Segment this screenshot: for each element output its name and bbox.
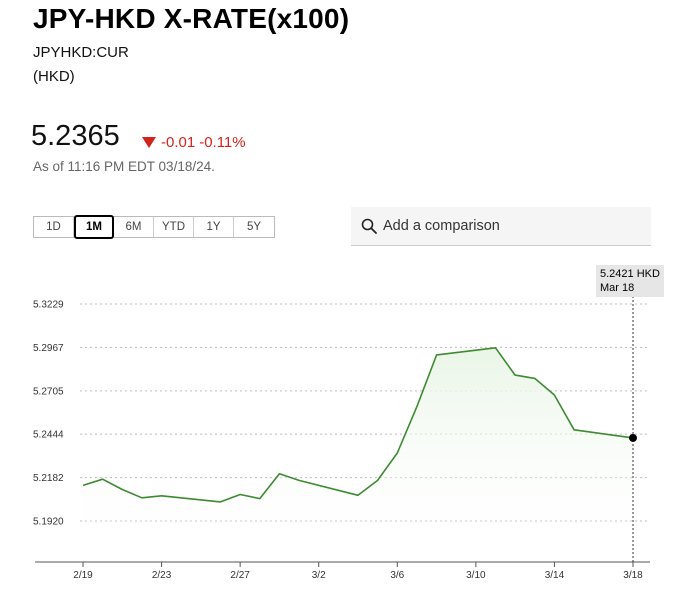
x-tick-label: 2/19 bbox=[73, 570, 93, 581]
search-icon bbox=[361, 218, 377, 234]
y-tick-label: 5.2444 bbox=[33, 430, 64, 441]
range-tab-1d[interactable]: 1D bbox=[34, 217, 74, 237]
x-tick-label: 3/6 bbox=[390, 570, 404, 581]
x-tick-label: 3/14 bbox=[545, 570, 565, 581]
y-tick-label: 5.2182 bbox=[33, 473, 64, 484]
currency-label: (HKD) bbox=[33, 68, 75, 85]
comparison-placeholder: Add a comparison bbox=[383, 218, 500, 234]
area-fill bbox=[83, 347, 633, 562]
down-arrow-icon bbox=[142, 137, 156, 148]
series-line bbox=[82, 347, 634, 503]
as-of-timestamp: As of 11:16 PM EDT 03/18/24. bbox=[33, 159, 215, 174]
last-price: 5.2365 bbox=[31, 120, 120, 152]
x-tick-label: 2/27 bbox=[230, 570, 250, 581]
range-tab-1y[interactable]: 1Y bbox=[194, 217, 234, 237]
y-tick-label: 5.3229 bbox=[33, 300, 64, 311]
hover-tooltip: 5.2421 HKD Mar 18 bbox=[596, 265, 664, 297]
price-change: -0.01 -0.11% bbox=[142, 134, 246, 151]
hover-point bbox=[629, 433, 637, 442]
x-tick-label: 3/2 bbox=[312, 570, 326, 581]
ticker-symbol: JPYHKD:CUR bbox=[33, 44, 129, 61]
range-tab-ytd[interactable]: YTD bbox=[154, 217, 194, 237]
y-tick-label: 5.1920 bbox=[33, 517, 64, 528]
range-tab-1m[interactable]: 1M bbox=[74, 215, 114, 239]
y-tick-label: 5.2705 bbox=[33, 386, 64, 397]
tooltip-value: 5.2421 HKD bbox=[600, 268, 660, 280]
x-tick-label: 3/18 bbox=[623, 570, 643, 581]
tooltip-date: Mar 18 bbox=[600, 282, 635, 294]
x-tick-label: 3/10 bbox=[466, 570, 486, 581]
range-tab-5y[interactable]: 5Y bbox=[246, 221, 262, 233]
change-value: -0.01 bbox=[161, 134, 196, 151]
page-title: JPY-HKD X-RATE(x100) bbox=[33, 3, 350, 34]
comparison-search-input[interactable]: Add a comparison bbox=[351, 207, 651, 246]
range-tab-6m[interactable]: 6M bbox=[114, 217, 154, 237]
range-selector: 1D 1M 6M YTD 1Y 5Y bbox=[33, 215, 275, 239]
y-tick-label: 5.2967 bbox=[33, 343, 64, 354]
change-percent: -0.11% bbox=[199, 134, 246, 151]
price-chart[interactable]: 5.3229 5.2967 5.2705 5.2444 5.2182 5.1920 2/19… bbox=[0, 255, 695, 605]
x-tick-label: 2/23 bbox=[152, 570, 172, 581]
